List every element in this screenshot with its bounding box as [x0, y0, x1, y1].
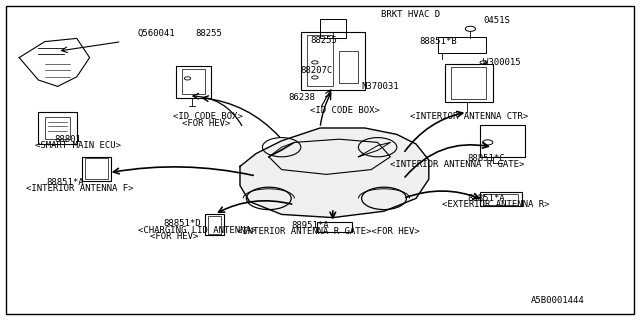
Text: 88851*C: 88851*C: [467, 154, 505, 163]
Text: 88255: 88255: [195, 29, 222, 38]
Text: <ID CODE BOX>: <ID CODE BOX>: [173, 112, 243, 121]
Text: 88801: 88801: [54, 135, 81, 144]
Text: 88851*D: 88851*D: [163, 220, 201, 228]
Text: <FOR HEV>: <FOR HEV>: [150, 232, 199, 241]
Text: 88951*A: 88951*A: [291, 221, 329, 230]
Text: <INTERIOR ANTENNA F>: <INTERIOR ANTENNA F>: [26, 184, 133, 193]
Text: A5B0001444: A5B0001444: [531, 296, 585, 305]
Text: <INTERIOR ANTENNA CTR>: <INTERIOR ANTENNA CTR>: [410, 112, 528, 121]
Text: 88207C: 88207C: [301, 66, 333, 75]
Text: <FOR HEV>: <FOR HEV>: [182, 119, 231, 128]
Text: N370031: N370031: [362, 82, 399, 91]
Text: <CHARGING LID ANTENNA>: <CHARGING LID ANTENNA>: [138, 226, 256, 235]
Text: W300015: W300015: [483, 58, 521, 67]
Text: Q560041: Q560041: [138, 29, 175, 38]
Text: 88851*A: 88851*A: [47, 178, 84, 187]
Text: 88851*B: 88851*B: [419, 37, 457, 46]
Text: <EXTERIOR ANTENNA R>: <EXTERIOR ANTENNA R>: [442, 200, 549, 209]
Text: <SMART MAIN ECU>: <SMART MAIN ECU>: [35, 141, 121, 150]
Text: <INTERIOR ANTENNA R GATE><FOR HEV>: <INTERIOR ANTENNA R GATE><FOR HEV>: [237, 228, 420, 236]
Text: 0451S: 0451S: [483, 16, 510, 25]
Text: <ID CODE BOX>: <ID CODE BOX>: [310, 106, 380, 115]
Text: BRKT HVAC D: BRKT HVAC D: [381, 10, 440, 19]
Text: <INTERIOR ANTENNA R GATE>: <INTERIOR ANTENNA R GATE>: [390, 160, 525, 169]
Polygon shape: [240, 128, 429, 218]
Text: 88851*A: 88851*A: [467, 194, 505, 203]
Text: 88255: 88255: [310, 36, 337, 44]
Text: 86238: 86238: [288, 93, 315, 102]
